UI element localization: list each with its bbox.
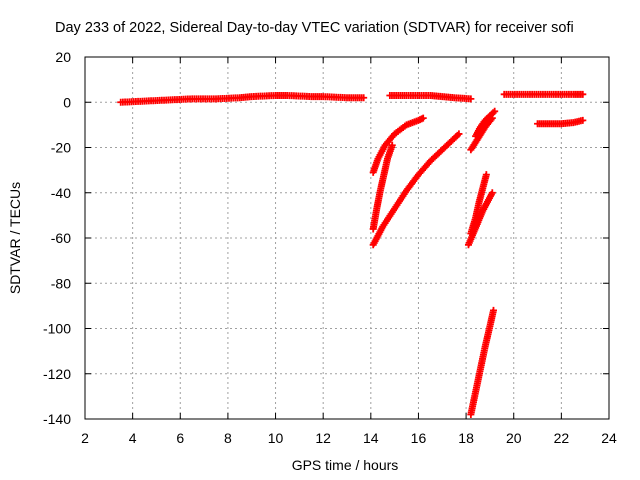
data-points [117,90,587,418]
x-tick-label: 22 [554,430,570,446]
y-tick-label: -80 [51,275,71,291]
x-tick-label: 24 [601,430,617,446]
y-axis-label: SDTVAR / TECUs [7,182,23,294]
chart-title: Day 233 of 2022, Sidereal Day-to-day VTE… [55,20,574,36]
x-tick-label: 16 [411,430,427,446]
y-tick-label: -60 [51,230,71,246]
data-point [488,189,496,197]
y-tick-label: -40 [51,185,71,201]
data-point [579,90,587,98]
x-tick-label: 4 [129,430,137,446]
y-tick-label: -20 [51,140,71,156]
x-tick-label: 12 [315,430,331,446]
y-tick-label: 20 [55,49,71,65]
data-point [491,107,499,115]
x-tick-label: 18 [458,430,474,446]
data-point [419,114,427,122]
x-tick-label: 14 [363,430,379,446]
data-point [388,141,396,149]
axis-ticks: 2 4 6 8 10 12 14 16 18 20 22 24200-20-40-60-80-100-… [43,49,617,446]
grid-lines [85,57,609,419]
data-point [455,130,463,138]
x-tick-label: 2 [81,430,89,446]
x-tick-label: 10 [268,430,284,446]
data-point [482,171,490,179]
x-tick-label: 6 [176,430,184,446]
data-point [467,95,475,103]
x-tick-label: 20 [506,430,522,446]
data-point [579,116,587,124]
data-point [360,94,368,102]
y-tick-label: -140 [43,411,71,427]
x-tick-label: 8 [224,430,232,446]
y-tick-label: -100 [43,321,71,337]
x-axis-label: GPS time / hours [292,457,399,473]
y-tick-label: -120 [43,366,71,382]
y-tick-label: 0 [63,94,71,110]
data-point [489,306,497,314]
